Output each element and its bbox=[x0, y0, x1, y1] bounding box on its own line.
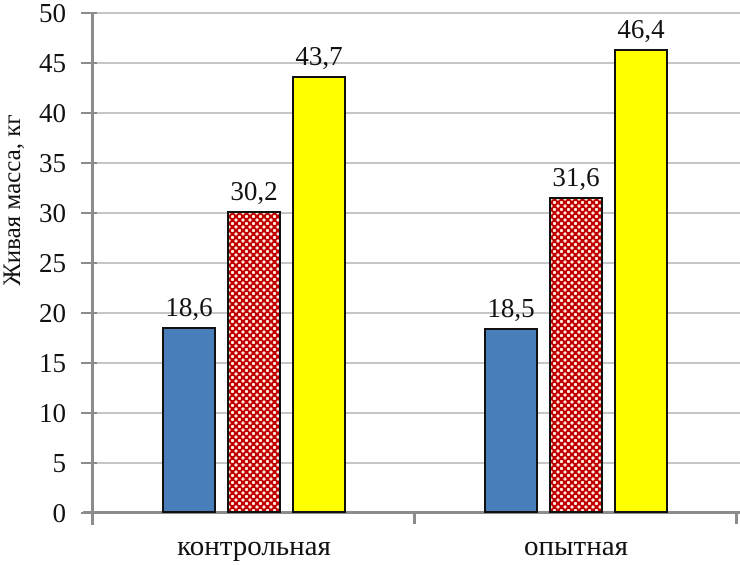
bar-value-label-опытная-series-3-yellow: 46,4 bbox=[617, 14, 665, 44]
gridline-50 bbox=[93, 12, 740, 14]
y-tick-label-0: 0 bbox=[52, 498, 67, 528]
bar-контрольная-series-1-blue bbox=[162, 327, 216, 513]
y-tick-15 bbox=[81, 362, 97, 364]
y-tick-label-45: 45 bbox=[39, 48, 66, 78]
y-tick-50 bbox=[81, 12, 97, 14]
y-axis-line bbox=[91, 12, 94, 525]
gridline-15 bbox=[93, 362, 740, 364]
y-tick-20 bbox=[81, 312, 97, 314]
gridline-20 bbox=[93, 312, 740, 314]
gridline-5 bbox=[93, 462, 740, 464]
x-category-label-контрольная: контрольная bbox=[177, 530, 331, 562]
y-tick-label-35: 35 bbox=[39, 148, 66, 178]
bar-value-label-контрольная-series-3-yellow: 43,7 bbox=[295, 41, 343, 71]
bar-контрольная-series-2-red bbox=[227, 211, 281, 513]
y-tick-10 bbox=[81, 412, 97, 414]
gridline-35 bbox=[93, 162, 740, 164]
y-tick-label-40: 40 bbox=[39, 98, 66, 128]
y-tick-label-15: 15 bbox=[39, 348, 66, 378]
y-tick-label-25: 25 bbox=[39, 248, 66, 278]
bar-value-label-контрольная-series-1-blue: 18,6 bbox=[165, 292, 213, 322]
y-tick-40 bbox=[81, 112, 97, 114]
x-tick-2 bbox=[735, 513, 738, 524]
bar-контрольная-series-3-yellow bbox=[292, 76, 346, 513]
y-tick-35 bbox=[81, 162, 97, 164]
y-tick-5 bbox=[81, 462, 97, 464]
y-tick-label-30: 30 bbox=[39, 198, 66, 228]
gridline-25 bbox=[93, 262, 740, 264]
y-tick-label-50: 50 bbox=[39, 0, 66, 28]
y-tick-label-5: 5 bbox=[52, 448, 67, 478]
bar-опытная-series-2-red bbox=[549, 197, 603, 513]
y-tick-label-20: 20 bbox=[39, 298, 66, 328]
x-tick-1 bbox=[413, 513, 416, 524]
gridline-40 bbox=[93, 112, 740, 114]
y-tick-25 bbox=[81, 262, 97, 264]
bar-опытная-series-1-blue bbox=[484, 328, 538, 513]
bar-value-label-контрольная-series-2-red: 30,2 bbox=[230, 176, 278, 206]
gridline-30 bbox=[93, 212, 740, 214]
gridline-45 bbox=[93, 62, 740, 64]
y-tick-label-10: 10 bbox=[39, 398, 66, 428]
x-category-label-опытная: опытная bbox=[524, 530, 628, 562]
y-tick-45 bbox=[81, 62, 97, 64]
x-axis-line bbox=[83, 511, 740, 514]
bar-опытная-series-3-yellow bbox=[614, 49, 668, 513]
bar-value-label-опытная-series-2-red: 31,6 bbox=[552, 162, 600, 192]
bar-value-label-опытная-series-1-blue: 18,5 bbox=[487, 293, 535, 323]
y-tick-30 bbox=[81, 212, 97, 214]
gridline-10 bbox=[93, 412, 740, 414]
